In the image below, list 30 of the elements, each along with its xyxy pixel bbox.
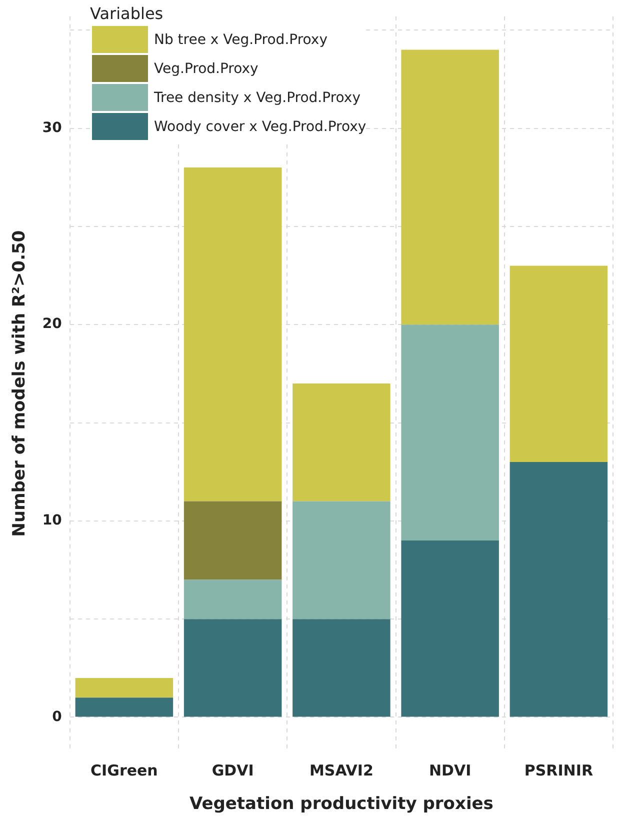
legend-label: Nb tree x Veg.Prod.Proxy bbox=[154, 32, 328, 48]
bar bbox=[292, 501, 390, 620]
x-tick-label: GDVI bbox=[212, 761, 254, 780]
bar bbox=[292, 384, 390, 502]
legend-label: Woody cover x Veg.Prod.Proxy bbox=[154, 118, 366, 134]
bar bbox=[401, 324, 499, 541]
legend-label: Tree density x Veg.Prod.Proxy bbox=[154, 90, 360, 106]
x-tick-label: NDVI bbox=[428, 761, 472, 780]
bar bbox=[401, 540, 499, 717]
x-tick-label: PSRINIR bbox=[524, 761, 594, 780]
bar bbox=[75, 698, 174, 717]
x-tick-label: CIGreen bbox=[90, 761, 158, 780]
bar bbox=[184, 580, 282, 620]
bar bbox=[184, 619, 282, 717]
bar bbox=[510, 462, 608, 717]
legend-title: Variables bbox=[90, 4, 164, 23]
legend-label: Veg.Prod.Proxy bbox=[154, 60, 258, 76]
bar bbox=[75, 678, 174, 698]
bar bbox=[401, 50, 499, 325]
y-tick-label: 0 bbox=[52, 708, 62, 725]
bar bbox=[184, 501, 282, 580]
bar bbox=[292, 619, 390, 717]
bar bbox=[184, 168, 282, 502]
bar bbox=[510, 266, 608, 462]
y-tick-label: 10 bbox=[42, 512, 62, 529]
y-tick-label: 20 bbox=[42, 316, 62, 332]
y-tick-label: 30 bbox=[42, 120, 62, 136]
x-tick-label: MSAVI2 bbox=[309, 761, 374, 780]
y-axis-title: Number of models with R²>0.50 bbox=[10, 230, 30, 537]
x-axis-title: Vegetation productivity proxies bbox=[189, 794, 494, 814]
